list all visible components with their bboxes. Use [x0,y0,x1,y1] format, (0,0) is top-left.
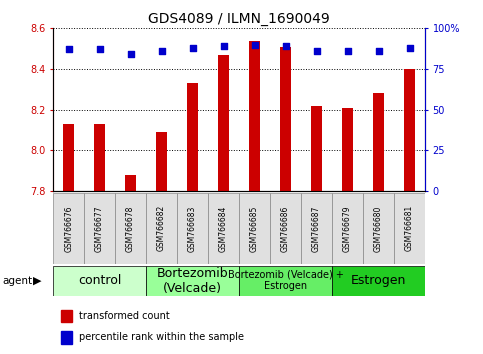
Bar [94,124,105,191]
Text: GSM766676: GSM766676 [64,205,73,252]
Text: GSM766678: GSM766678 [126,205,135,252]
Bar [332,193,363,264]
Bar [146,193,177,264]
Bar [301,193,332,264]
Bar [363,193,394,264]
Point [65,47,72,52]
Text: Bortezomib (Velcade) +
Estrogen: Bortezomib (Velcade) + Estrogen [227,270,343,291]
Text: GSM766682: GSM766682 [157,205,166,251]
Text: percentile rank within the sample: percentile rank within the sample [79,332,244,342]
Point [313,48,320,54]
Point [282,44,289,49]
Title: GDS4089 / ILMN_1690049: GDS4089 / ILMN_1690049 [148,12,330,26]
Bar [239,193,270,264]
Bar [53,193,84,264]
Bar [332,266,425,296]
Bar [394,193,425,264]
Text: GSM766681: GSM766681 [405,205,414,251]
Bar [60,331,72,343]
Bar [84,193,115,264]
Text: agent: agent [2,275,32,286]
Text: Estrogen: Estrogen [351,274,406,287]
Text: control: control [78,274,121,287]
Point [344,48,352,54]
Bar [208,193,239,264]
Bar [239,266,332,296]
Bar [342,108,353,191]
Point [406,45,413,51]
Bar [53,266,146,296]
Point [189,45,197,51]
Bar [373,93,384,191]
Point [158,48,166,54]
Point [127,52,134,57]
Text: Bortezomib
(Velcade): Bortezomib (Velcade) [157,267,228,295]
Bar [115,193,146,264]
Point [375,48,383,54]
Text: GSM766683: GSM766683 [188,205,197,252]
Text: ▶: ▶ [33,275,42,286]
Text: GSM766687: GSM766687 [312,205,321,252]
Bar [311,105,322,191]
Bar [270,193,301,264]
Text: GSM766680: GSM766680 [374,205,383,252]
Text: GSM766684: GSM766684 [219,205,228,252]
Text: GSM766685: GSM766685 [250,205,259,252]
Bar [177,193,208,264]
Point [251,42,258,47]
Bar [156,132,167,191]
Bar [125,175,136,191]
Bar [187,83,198,191]
Bar [146,266,239,296]
Point [96,47,103,52]
Bar [218,55,229,191]
Text: GSM766679: GSM766679 [343,205,352,252]
Bar [404,69,415,191]
Point [220,44,227,49]
Bar [280,47,291,191]
Text: transformed count: transformed count [79,311,170,321]
Text: GSM766677: GSM766677 [95,205,104,252]
Bar [249,41,260,191]
Bar [60,309,72,322]
Text: GSM766686: GSM766686 [281,205,290,252]
Bar [63,124,74,191]
